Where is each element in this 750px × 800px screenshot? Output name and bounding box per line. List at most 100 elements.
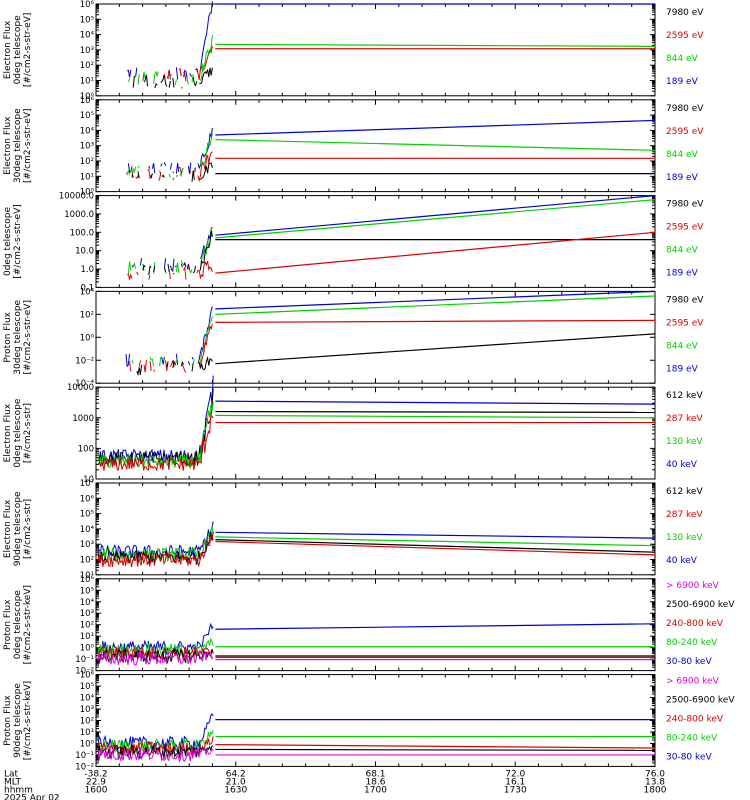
y-tick-label: 10⁻¹ — [75, 655, 94, 665]
series-blue-noisy — [126, 1, 213, 80]
y-tick-label: 10² — [80, 310, 94, 320]
series-magenta-noisy — [97, 650, 214, 666]
series-black-noisy — [136, 356, 213, 377]
y-axis-label-line: 0deg telescope — [13, 590, 23, 660]
legend-entry: 240-800 keV — [666, 619, 724, 629]
series-blue-noisy — [125, 306, 213, 368]
y-tick-label: 10² — [80, 717, 94, 727]
legend-entry: 130 keV — [666, 533, 703, 543]
x-tick-hhmm: 1600 — [85, 785, 108, 795]
series-black-noisy — [131, 162, 213, 182]
x-tick-lat: -38.2 — [84, 769, 107, 779]
series-red-noisy — [129, 323, 213, 373]
y-tick-label: 10¹ — [80, 172, 94, 182]
y-axis-label-line: Proton Flux — [3, 599, 13, 650]
series-black-gap-line — [215, 538, 656, 553]
y-tick-label: 10⁶ — [80, 671, 95, 681]
y-tick-label: 10⁻² — [75, 356, 94, 366]
legend-entry: 189 eV — [666, 173, 699, 183]
x-tick-hhmm: 1800 — [644, 785, 667, 795]
y-tick-label: 10⁵ — [80, 111, 94, 121]
x-tick-mlt: 13.8 — [645, 777, 665, 787]
y-tick-label: 10 — [83, 475, 94, 485]
y-axis-label-line: 0deg telescope — [13, 15, 23, 85]
y-tick-label: 10³ — [80, 46, 94, 56]
x-tick-hhmm: 1630 — [224, 785, 247, 795]
legend-entry: 30-80 keV — [666, 657, 712, 667]
legend-entry: 287 keV — [666, 510, 703, 520]
y-axis-label-line: 0deg telescope — [13, 398, 23, 468]
series-blue-gap-line — [215, 400, 656, 405]
y-tick-label: 10¹ — [80, 571, 94, 581]
series-green-noisy — [97, 401, 214, 469]
legend-entry: 130 keV — [666, 437, 703, 447]
y-tick-label: 10³ — [80, 540, 94, 550]
y-tick-label: 10² — [80, 621, 94, 631]
series-red-gap-line — [215, 231, 656, 274]
series-green-noisy — [127, 34, 213, 86]
y-axis-label: MEPED Proton Flux 90deg telescope [#/cm2-s-… — [0, 681, 33, 760]
y-axis-label: TED Electron Flux 0deg telescope [#/cm2-s-s… — [0, 13, 33, 88]
legend-entry: 7980 eV — [666, 200, 704, 210]
series-red-noisy — [97, 535, 214, 568]
legend-entry: 844 eV — [666, 246, 699, 256]
panel-5: 10 100 1000 10000 MEPED Electron Flux 0deg tel… — [0, 375, 703, 485]
y-axis-label-line: [#/cm2-s-str-eV] — [13, 204, 23, 279]
y-tick-label: 10000 — [67, 383, 94, 393]
y-tick-label: 10³ — [80, 142, 94, 152]
series-blue-gap-line — [215, 623, 656, 630]
panel-6: 10¹ 10² 10³ 10⁴ 10⁵ 10⁶ 10⁷ MEPED Electron Flux 9… — [0, 479, 703, 581]
x-tick-lat: 64.2 — [226, 769, 246, 779]
y-axis-label-line: 30deg telescope — [13, 299, 23, 374]
y-tick-label: 10⁵ — [80, 510, 94, 520]
series-black-gap-line — [215, 748, 656, 751]
series-black-gap-line — [215, 333, 656, 365]
y-axis-label-line: Electron Flux — [3, 20, 13, 79]
y-tick-label: 10⁷ — [80, 479, 95, 489]
legend-entry: 7980 eV — [666, 104, 704, 114]
y-axis-label-line: MEPED — [0, 609, 3, 641]
series-blue-gap-line — [215, 290, 656, 310]
legend-entry: 189 eV — [666, 364, 699, 374]
legend-entry: 40 keV — [666, 460, 698, 470]
legend-entry: > 6900 keV — [666, 581, 720, 591]
series-green-gap-line — [215, 536, 656, 547]
series-magenta-noisy — [97, 746, 214, 763]
y-tick-label: 10⁵ — [80, 682, 94, 692]
y-tick-label: 10⁴ — [80, 287, 95, 297]
series-blue-noisy — [127, 127, 213, 175]
series-black-noisy — [97, 647, 214, 665]
x-row-label-lat: Lat — [4, 769, 19, 779]
y-tick-label: 10⁻² — [75, 762, 94, 772]
y-tick-label: 10⁶ — [80, 575, 95, 585]
y-tick-label: 10⁻² — [75, 667, 94, 677]
y-axis-label-line: 90deg telescope — [13, 683, 23, 758]
panel-2: 10⁰ 10¹ 10² 10³ 10⁴ 10⁵ 10⁶ TED Electron Flux 30d… — [0, 96, 704, 198]
series-green-gap-line — [215, 199, 656, 239]
legend-entry: 2595 eV — [666, 318, 704, 328]
y-tick-label: 10³ — [80, 609, 94, 619]
series-black-noisy — [97, 531, 214, 566]
y-axis-label-line: [#/cm2-s-str] — [23, 499, 33, 559]
plot-frame — [95, 195, 656, 288]
y-tick-label: 10⁶ — [80, 96, 95, 106]
series-blue-noisy — [97, 375, 214, 465]
legend-entry: 844 eV — [666, 54, 699, 64]
y-axis-label-line: Electron Flux — [3, 116, 13, 175]
legend-entry: 240-800 keV — [666, 715, 724, 725]
y-axis-label-line: TED — [0, 328, 3, 347]
legend-entry: 2595 eV — [666, 31, 704, 41]
x-tick-mlt: 18.6 — [365, 777, 385, 787]
series-green-gap-line — [215, 414, 656, 419]
y-tick-label: 0.1 — [80, 283, 94, 293]
x-tick-hhmm: 1730 — [504, 785, 527, 795]
plot-frame — [95, 3, 656, 97]
x-tick-mlt: 21.0 — [226, 777, 246, 787]
panel-4: 10⁻⁴ 10⁻² 10⁰ 10² 10⁴ TED Proton Flux 30deg tel… — [0, 287, 704, 389]
y-axis-label-line: Proton Flux — [3, 695, 13, 746]
y-axis-label-line: MEPED — [0, 417, 3, 449]
legend-entry: 7980 eV — [666, 8, 704, 18]
